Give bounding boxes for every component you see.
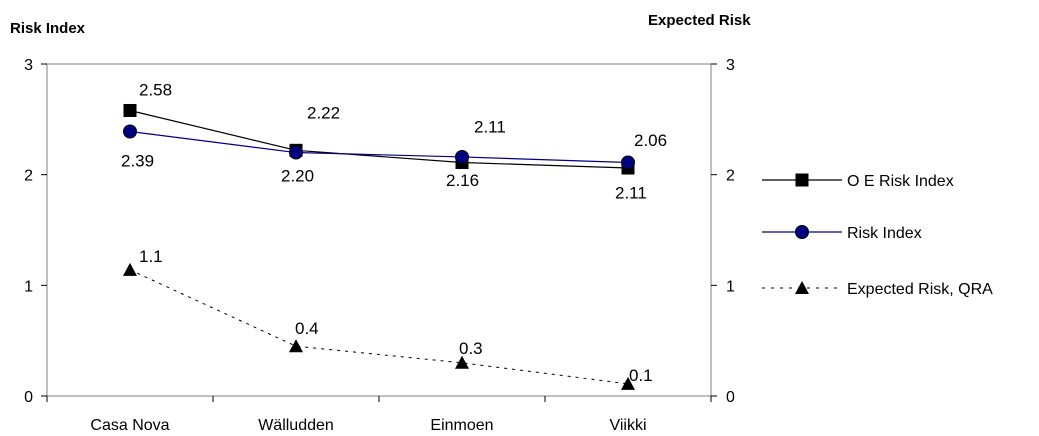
data-label: 2.11 bbox=[615, 183, 647, 202]
data-label: 0.3 bbox=[459, 339, 483, 358]
category-label: Wälludden bbox=[258, 417, 334, 434]
series-line bbox=[129, 109, 629, 169]
legend-label: Risk Index bbox=[847, 225, 922, 242]
data-point-triangle bbox=[123, 262, 137, 276]
data-label: 0.1 bbox=[629, 366, 653, 385]
right-tick-label: 0 bbox=[726, 389, 735, 406]
data-label: 2.22 bbox=[307, 103, 340, 122]
legend-label: O E Risk Index bbox=[847, 173, 954, 190]
axes: 0 1 2 3 0 1 2 3 Casa Nova Wälludden Einmoen Viikki bbox=[24, 57, 735, 434]
right-tick-label: 2 bbox=[726, 168, 735, 185]
left-tick-label: 2 bbox=[24, 168, 33, 185]
plot-area bbox=[46, 63, 712, 397]
series-line bbox=[129, 130, 629, 164]
data-point-circle bbox=[455, 149, 469, 164]
category-label: Viikki bbox=[609, 417, 646, 434]
series-expected-risk-qra: 1.1 0.4 0.3 0.1 bbox=[123, 247, 653, 390]
left-tick-label: 1 bbox=[24, 278, 33, 295]
legend-marker-circle bbox=[795, 225, 809, 239]
data-point-triangle bbox=[621, 376, 635, 390]
left-axis-title: Risk Index bbox=[10, 20, 86, 37]
data-label: 2.11 bbox=[474, 117, 506, 136]
legend-item: Expected Risk, QRA bbox=[762, 281, 993, 298]
right-tick-label: 1 bbox=[726, 278, 735, 295]
data-label: 2.58 bbox=[139, 80, 172, 99]
category-label: Einmoen bbox=[430, 417, 493, 434]
data-point-triangle bbox=[289, 339, 303, 353]
data-label: 1.1 bbox=[139, 247, 163, 266]
data-point-circle bbox=[289, 145, 303, 160]
series-o-e-risk-index: 2.58 2.22 2.11 2.06 bbox=[123, 80, 667, 175]
legend-item: O E Risk Index bbox=[762, 173, 954, 190]
legend-item: Risk Index bbox=[762, 225, 922, 242]
series-layer: 2.58 2.22 2.11 2.06 2.39 2.20 2.16 2.11 1.1 0.4 0.… bbox=[121, 80, 667, 390]
legend-marker-square bbox=[795, 173, 809, 187]
legend: O E Risk Index Risk Index Expected Risk, Q… bbox=[762, 173, 993, 298]
right-axis-title: Expected Risk bbox=[648, 12, 751, 29]
left-tick-label: 0 bbox=[24, 389, 33, 406]
series-risk-index: 2.39 2.20 2.16 2.11 bbox=[121, 124, 647, 202]
data-point-circle bbox=[621, 155, 635, 170]
data-point-circle bbox=[123, 124, 137, 139]
category-label: Casa Nova bbox=[90, 417, 169, 434]
data-point-square bbox=[123, 103, 137, 117]
data-label: 2.16 bbox=[446, 171, 479, 190]
data-label: 2.06 bbox=[634, 131, 667, 150]
data-label: 0.4 bbox=[295, 319, 319, 338]
legend-label: Expected Risk, QRA bbox=[847, 281, 993, 298]
data-label: 2.20 bbox=[281, 167, 314, 186]
data-point-triangle bbox=[455, 355, 469, 369]
right-tick-label: 3 bbox=[726, 57, 735, 74]
series-line bbox=[129, 269, 629, 385]
legend-marker-triangle bbox=[795, 281, 809, 294]
data-label: 2.39 bbox=[121, 152, 154, 171]
left-tick-label: 3 bbox=[24, 57, 33, 74]
